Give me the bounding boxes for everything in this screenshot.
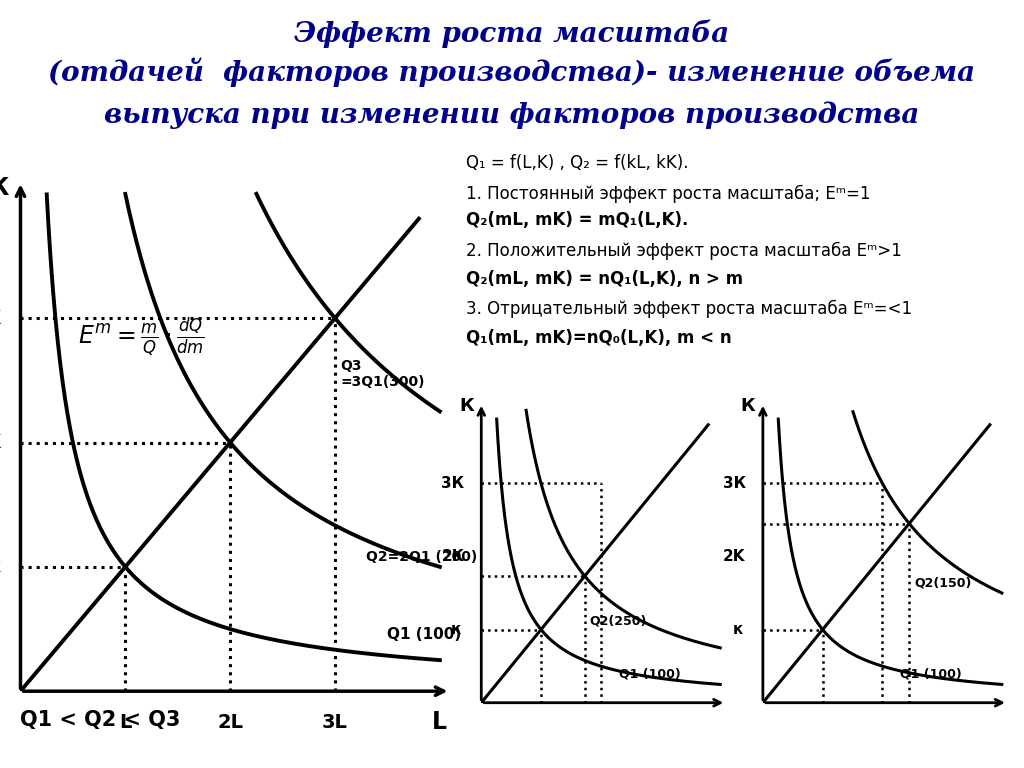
Text: 1. Постоянный эффект роста масштаба; Eᵐ=1: 1. Постоянный эффект роста масштаба; Eᵐ=… [466, 184, 870, 203]
Text: Эффект роста масштаба: Эффект роста масштаба [294, 19, 730, 48]
Text: Q1 (100): Q1 (100) [618, 667, 680, 680]
Text: выпуска при изменении факторов производства: выпуска при изменении факторов производс… [104, 101, 920, 129]
Text: к: к [732, 622, 743, 637]
Text: 3. Отрицательный эффект роста масштаба Eᵐ=<1: 3. Отрицательный эффект роста масштаба E… [466, 300, 912, 318]
Text: L: L [432, 710, 447, 734]
Text: Q2(250): Q2(250) [590, 614, 647, 627]
Text: Q1 < Q2 < Q3: Q1 < Q2 < Q3 [20, 710, 181, 730]
Text: Q2(150): Q2(150) [914, 576, 972, 589]
Text: К: К [459, 398, 474, 415]
Text: К: К [0, 176, 9, 200]
Text: Q1 (100): Q1 (100) [387, 627, 462, 642]
Text: 2K: 2K [723, 549, 745, 564]
Text: к: к [451, 622, 462, 637]
Text: Q₁(mL, mK)=nQ₀(L,K), m < n: Q₁(mL, mK)=nQ₀(L,K), m < n [466, 329, 731, 346]
Text: 2K: 2K [441, 549, 464, 564]
Text: 2. Положительный эффект роста масштаба Eᵐ>1: 2. Положительный эффект роста масштаба E… [466, 242, 902, 260]
Text: Q₁ = f(L,K) , Q₂ = f(kL, kK).: Q₁ = f(L,K) , Q₂ = f(kL, kK). [466, 154, 688, 171]
Text: 3К: 3К [441, 476, 464, 491]
Text: $E^m = \frac{m}{Q} \cdot \frac{dQ}{dm}$: $E^m = \frac{m}{Q} \cdot \frac{dQ}{dm}$ [78, 316, 205, 358]
Text: 2К: 2К [0, 433, 2, 452]
Text: Q₂(mL, mK) = mQ₁(L,K).: Q₂(mL, mK) = mQ₁(L,K). [466, 211, 688, 229]
Text: 3L: 3L [323, 713, 348, 732]
Text: Q3
=3Q1(300): Q3 =3Q1(300) [340, 359, 425, 389]
Text: Q1 (100): Q1 (100) [900, 667, 962, 680]
Text: L: L [119, 713, 131, 732]
Text: Q₂(mL, mK) = nQ₁(L,K), n > m: Q₂(mL, mK) = nQ₁(L,K), n > m [466, 270, 743, 288]
Text: К: К [740, 398, 756, 415]
Text: 3К: 3К [0, 309, 2, 328]
Text: (отдачей  факторов производства)- изменение объема: (отдачей факторов производства)- изменен… [48, 58, 976, 87]
Text: 2L: 2L [217, 713, 243, 732]
Text: 3К: 3К [723, 476, 745, 491]
Text: Q2=2Q1 (200): Q2=2Q1 (200) [367, 550, 477, 564]
